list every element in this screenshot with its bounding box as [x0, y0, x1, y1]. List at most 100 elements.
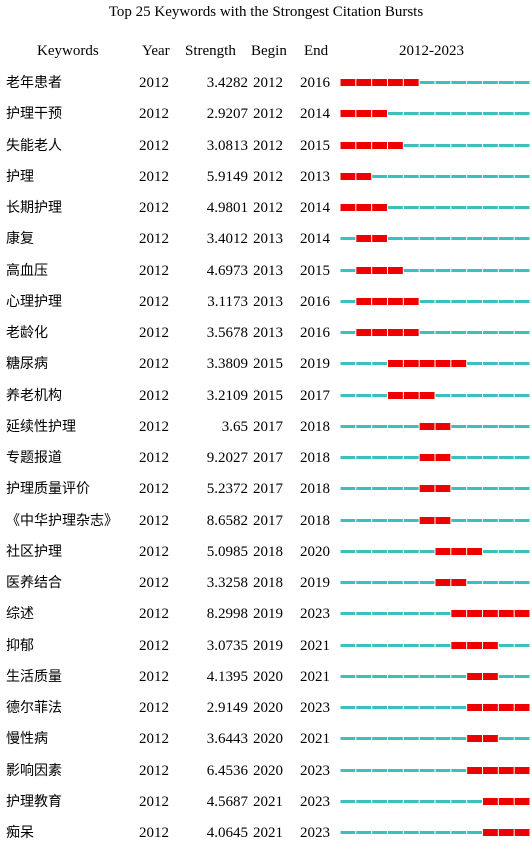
burst-timeline-svg — [340, 704, 530, 711]
burst-timeline — [340, 172, 530, 187]
burst-timeline — [340, 297, 530, 312]
end-cell: 2021 — [300, 731, 330, 748]
end-cell: 2014 — [300, 231, 330, 248]
timeline-segment — [498, 362, 514, 366]
timeline-segment — [451, 112, 467, 116]
burst-timeline-svg — [340, 485, 530, 493]
table-row: 康复 2012 3.4012 2013 2014 — [0, 228, 532, 250]
timeline-segment — [340, 393, 356, 397]
end-cell: 2023 — [300, 762, 330, 779]
burst-timeline-svg — [340, 235, 530, 243]
end-cell: 2018 — [300, 450, 330, 466]
timeline-segment — [451, 237, 467, 241]
table-header: Keywords Year Strength Begin End 2012-20… — [0, 43, 532, 63]
burst-segment — [372, 110, 387, 118]
keyword-cell: 医养结合 — [6, 575, 62, 591]
timeline-segment — [372, 643, 387, 647]
burst-segment — [419, 391, 435, 399]
timeline-segment — [451, 174, 467, 178]
timeline-segment — [467, 799, 482, 803]
burst-segment — [419, 422, 435, 430]
timeline-segment — [388, 518, 403, 522]
timeline-segment — [340, 456, 356, 459]
end-cell: 2018 — [300, 481, 330, 498]
table-row: 糖尿病 2012 3.3809 2015 2019 — [0, 353, 532, 375]
timeline-segment — [388, 487, 403, 491]
begin-cell: 2012 — [253, 168, 283, 185]
timeline-segment — [356, 737, 372, 741]
burst-timeline — [340, 610, 530, 624]
year-cell: 2012 — [139, 637, 169, 654]
burst-segment — [372, 235, 387, 243]
timeline-segment — [372, 518, 387, 522]
timeline-segment — [498, 331, 514, 334]
begin-cell: 2013 — [253, 325, 283, 341]
burst-timeline-svg — [340, 735, 530, 743]
timeline-segment — [483, 487, 498, 491]
timeline-segment — [435, 268, 451, 272]
table-row: 痴呆 2012 4.0645 2021 2023 — [0, 822, 532, 844]
timeline-segment — [451, 268, 467, 272]
timeline-segment — [514, 237, 530, 241]
keyword-cell: 《中华护理杂志》 — [6, 512, 118, 529]
burst-segment — [356, 79, 372, 86]
burst-timeline-svg — [340, 79, 530, 86]
timeline-segment — [514, 299, 530, 303]
timeline-segment — [419, 143, 435, 147]
end-cell: 2020 — [300, 543, 330, 560]
timeline-segment — [435, 393, 451, 397]
timeline-segment — [451, 768, 467, 772]
burst-timeline-svg — [340, 110, 530, 118]
burst-timeline-svg — [340, 579, 530, 586]
timeline-segment — [403, 112, 419, 116]
timeline-segment — [467, 143, 482, 147]
timeline-segment — [451, 331, 467, 334]
end-cell: 2017 — [300, 387, 330, 404]
timeline-segment — [498, 143, 514, 147]
keyword-cell: 高血压 — [6, 262, 48, 279]
burst-segment — [514, 829, 530, 836]
keyword-cell: 老年患者 — [6, 75, 62, 91]
burst-segment — [435, 547, 451, 555]
keyword-cell: 失能老人 — [6, 137, 62, 154]
timeline-segment — [388, 831, 403, 834]
burst-timeline-svg — [340, 829, 530, 836]
strength-cell: 3.1173 — [207, 293, 248, 310]
begin-cell: 2015 — [253, 356, 283, 373]
burst-timeline-svg — [340, 766, 530, 774]
timeline-segment — [451, 487, 467, 491]
timeline-segment — [388, 674, 403, 678]
timeline-segment — [403, 487, 419, 491]
burst-timeline-svg — [340, 297, 530, 305]
burst-segment — [372, 266, 387, 274]
keyword-cell: 护理教育 — [6, 793, 62, 810]
burst-segment — [435, 360, 451, 368]
burst-segment — [403, 297, 419, 305]
keyword-cell: 护理 — [6, 168, 34, 185]
year-cell: 2012 — [139, 793, 169, 810]
timeline-segment — [467, 174, 482, 178]
burst-segment — [483, 829, 498, 836]
timeline-segment — [451, 831, 467, 834]
timeline-segment — [498, 487, 514, 491]
keyword-cell: 康复 — [6, 231, 34, 248]
timeline-segment — [467, 487, 482, 491]
end-cell: 2023 — [300, 793, 330, 810]
strength-cell: 5.2372 — [206, 481, 248, 498]
timeline-segment — [435, 237, 451, 241]
timeline-segment — [467, 81, 482, 84]
burst-segment — [403, 79, 419, 86]
keyword-cell: 延续性护理 — [6, 418, 76, 435]
year-cell: 2012 — [139, 731, 169, 748]
table-row: 护理干预 2012 2.9207 2012 2014 — [0, 103, 532, 125]
table-row: 高血压 2012 4.6973 2013 2015 — [0, 260, 532, 282]
burst-segment — [419, 485, 435, 493]
timeline-segment — [498, 424, 514, 428]
timeline-segment — [340, 299, 356, 303]
timeline-segment — [340, 831, 356, 834]
timeline-segment — [498, 518, 514, 522]
end-cell: 2018 — [300, 418, 330, 435]
end-cell: 2015 — [300, 137, 330, 154]
burst-segment — [451, 579, 467, 586]
timeline-segment — [419, 268, 435, 272]
